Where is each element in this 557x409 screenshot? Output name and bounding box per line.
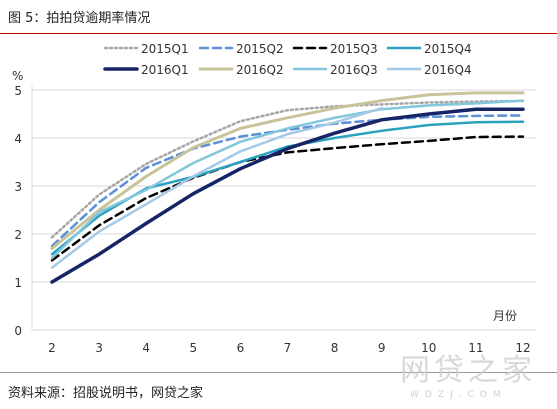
x-tick-label: 3 bbox=[95, 341, 103, 355]
y-axis-label: % bbox=[12, 69, 23, 83]
x-tick-label: 8 bbox=[331, 341, 339, 355]
x-axis-label: 月份 bbox=[493, 309, 517, 323]
x-tick-label: 12 bbox=[515, 341, 530, 355]
x-tick-label: 6 bbox=[237, 341, 245, 355]
series-line-2015q3 bbox=[50, 135, 525, 262]
series-line-2016q1 bbox=[50, 107, 525, 284]
figure-source: 资料来源：招股说明书，网贷之家 bbox=[8, 386, 204, 401]
legend-label: 2015Q3 bbox=[330, 42, 378, 56]
x-tick-label: 2 bbox=[48, 341, 56, 355]
x-tick-label: 4 bbox=[142, 341, 150, 355]
series-line-2016q2 bbox=[50, 91, 525, 250]
legend-label: 2015Q4 bbox=[424, 42, 472, 56]
legend-label: 2016Q2 bbox=[236, 63, 284, 77]
x-tick-label: 5 bbox=[189, 341, 197, 355]
chart-grid bbox=[32, 89, 536, 331]
series-line-2016q4 bbox=[50, 106, 383, 269]
y-tick-label: 5 bbox=[14, 84, 22, 98]
watermark-logo: 网贷之家 bbox=[400, 353, 536, 388]
y-tick-label: 2 bbox=[14, 228, 22, 242]
legend-label: 2016Q1 bbox=[141, 63, 189, 77]
watermark-url: WDZJ.COM bbox=[410, 390, 507, 400]
chart-series bbox=[50, 91, 525, 284]
legend-label: 2016Q4 bbox=[424, 63, 472, 77]
title-divider bbox=[0, 33, 557, 34]
x-tick-label: 9 bbox=[378, 341, 386, 355]
series-line-2016q3 bbox=[50, 99, 525, 260]
x-tick-label: 11 bbox=[468, 341, 483, 355]
series-line-2015q1 bbox=[50, 99, 525, 239]
y-tick-label: 0 bbox=[14, 324, 22, 338]
chart-legend: 2015Q1 2015Q2 2015Q3 2015Q4 2016Q1 2016Q2 2016… bbox=[103, 42, 472, 77]
legend-label: 2015Q1 bbox=[141, 42, 189, 56]
x-tick-label: 7 bbox=[284, 341, 292, 355]
figure-title: 图 5：拍拍贷逾期率情况 bbox=[8, 11, 151, 26]
source-divider bbox=[0, 372, 557, 373]
y-tick-label: 1 bbox=[14, 276, 22, 290]
series-line-2015q2 bbox=[50, 114, 525, 248]
y-tick-label: 4 bbox=[14, 132, 22, 146]
x-tick-label: 10 bbox=[421, 341, 436, 355]
legend-label: 2016Q3 bbox=[330, 63, 378, 77]
y-tick-label: 3 bbox=[14, 180, 22, 194]
legend-label: 2015Q2 bbox=[236, 42, 284, 56]
